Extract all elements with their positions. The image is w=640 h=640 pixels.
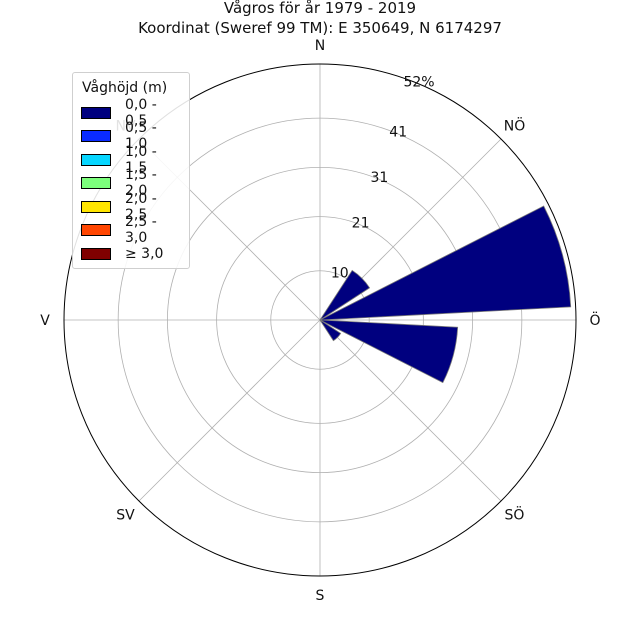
bar-45deg xyxy=(319,269,371,321)
bar-135deg xyxy=(319,319,342,342)
direction-label-s: S xyxy=(316,588,325,604)
legend-swatch xyxy=(81,153,111,166)
legend-label: 0,0 - 0,5 xyxy=(125,96,157,129)
bar-75deg xyxy=(319,205,572,321)
legend-label: 2,5 - 3,0 xyxy=(125,214,157,247)
direction-label-n: N xyxy=(315,38,325,54)
bars xyxy=(319,205,572,384)
grid-circle xyxy=(166,166,474,474)
legend-item: 0,0 - 0,5 xyxy=(81,97,183,129)
legend-swatch xyxy=(81,130,111,143)
legend-label: 1,5 - 2,0 xyxy=(125,167,157,200)
r-tick-label: 31 xyxy=(370,170,388,186)
legend-label: ≥ 3,0 xyxy=(125,245,164,262)
direction-label-nö: NÖ xyxy=(504,117,526,135)
legend-swatch xyxy=(81,247,111,260)
legend-label: 2,0 - 2,5 xyxy=(125,190,157,223)
chart-title: Vågros för år 1979 - 2019 xyxy=(223,0,417,17)
direction-label-sv: SV xyxy=(116,508,135,524)
legend-item: 2,0 - 2,5 xyxy=(81,191,183,223)
direction-label-ö: Ö xyxy=(589,311,600,329)
r-tick-label: 10 xyxy=(331,266,349,282)
legend-item: 2,5 - 3,0 xyxy=(81,214,183,246)
direction-label-v: V xyxy=(40,313,50,329)
legend-swatch xyxy=(81,200,111,213)
legend-item: 1,5 - 2,0 xyxy=(81,167,183,199)
outer-ring xyxy=(63,63,577,577)
grid-circle xyxy=(270,270,370,370)
r-tick-label: 41 xyxy=(389,125,407,141)
legend-label: 1,0 - 1,5 xyxy=(125,143,157,176)
legend-item: 0,5 - 1,0 xyxy=(81,120,183,152)
grid-circle xyxy=(117,117,523,523)
gridline-sö xyxy=(319,319,502,502)
legend-item: ≥ 3,0 xyxy=(81,242,183,266)
bar-105deg xyxy=(319,319,459,384)
legend: Våghöjd (m) 0,0 - 0,5 0,5 - 1,0 1,0 - 1,5 1… xyxy=(72,72,190,269)
legend-swatch xyxy=(81,224,111,237)
legend-item: 1,0 - 1,5 xyxy=(81,144,183,176)
legend-swatch xyxy=(81,177,111,190)
legend-label: 0,5 - 1,0 xyxy=(125,120,157,153)
direction-label-sö: SÖ xyxy=(505,506,525,524)
r-tick-label: 52% xyxy=(403,75,434,91)
legend-swatch xyxy=(81,106,111,119)
r-tick-label: 21 xyxy=(352,216,370,232)
legend-title: Våghöjd (m) xyxy=(82,80,168,96)
chart-subtitle: Koordinat (Sweref 99 TM): E 350649, N 61… xyxy=(138,19,502,37)
gridline-sv xyxy=(138,319,321,502)
grid-circle xyxy=(216,216,424,424)
